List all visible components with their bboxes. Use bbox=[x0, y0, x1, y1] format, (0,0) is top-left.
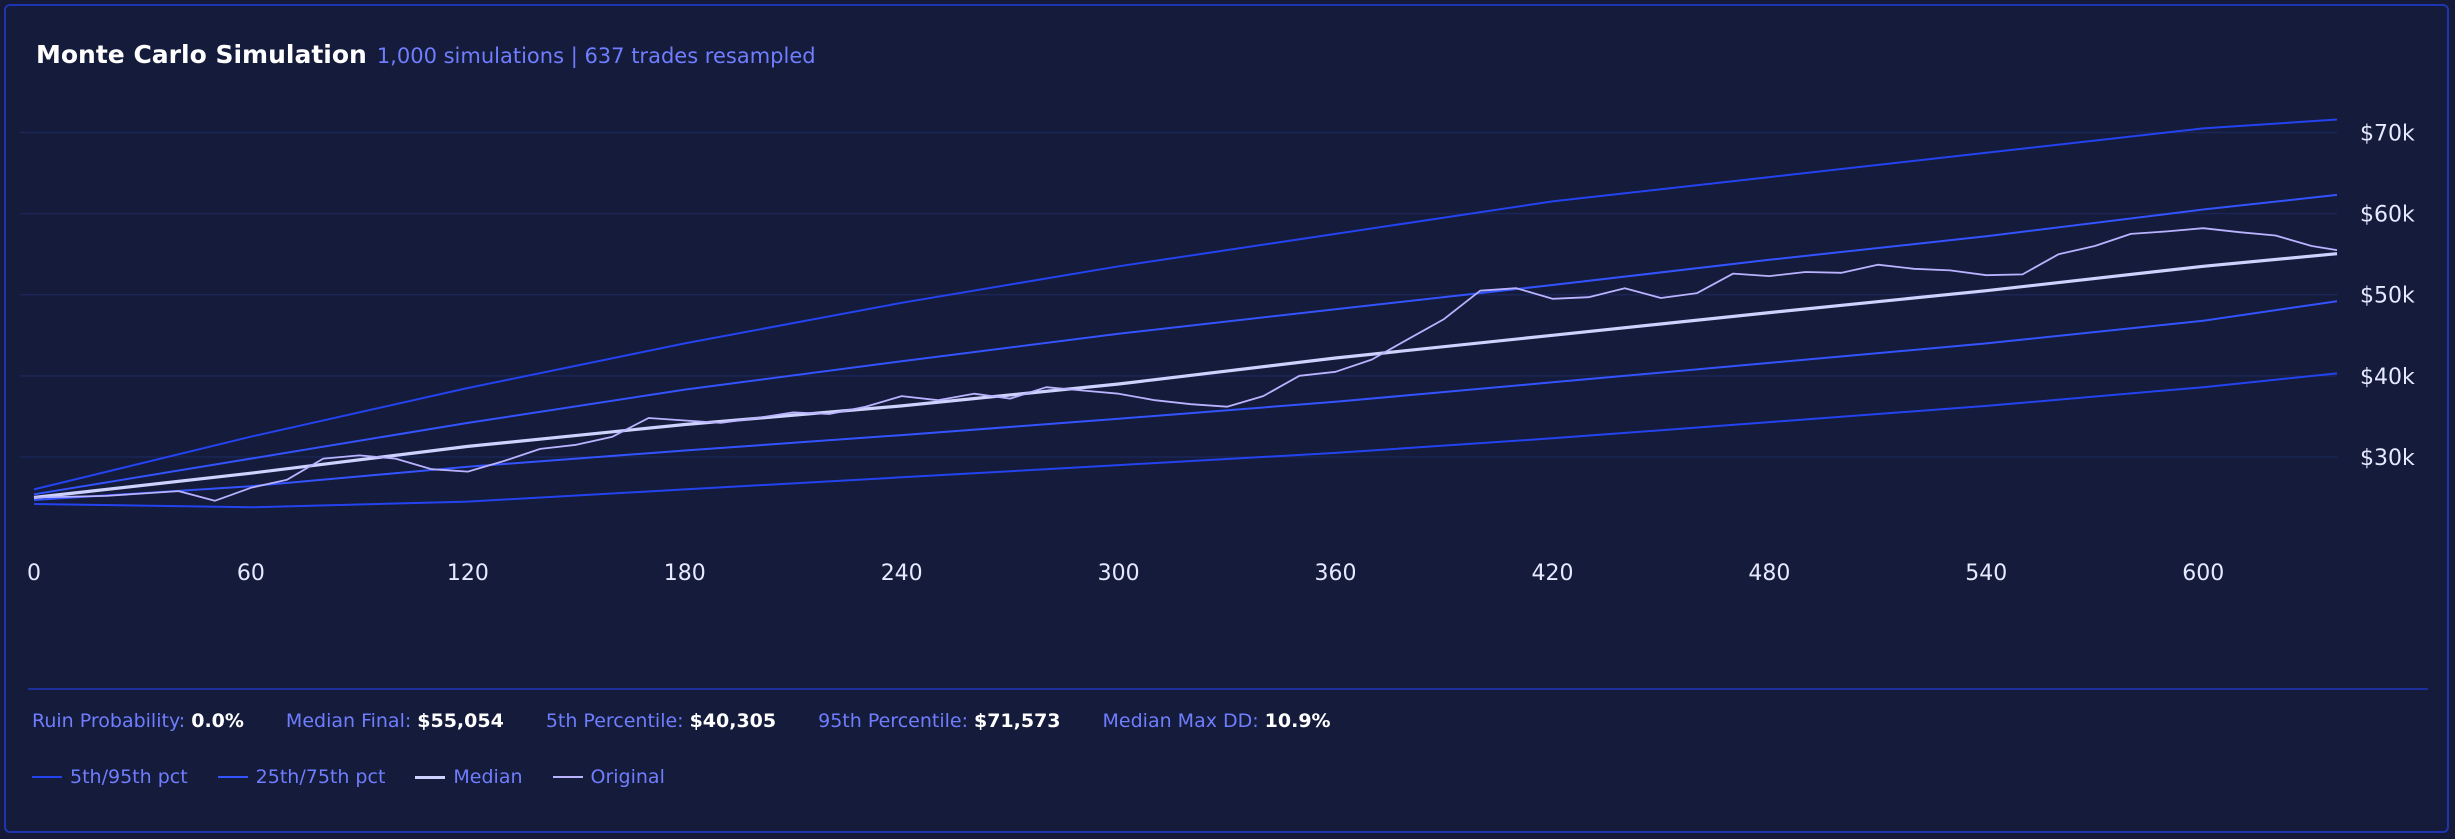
legend-item-original[interactable]: Original bbox=[552, 766, 665, 788]
series-line-75th-pct bbox=[33, 193, 2338, 496]
chart-title: Monte Carlo Simulation bbox=[36, 40, 367, 69]
grid-lines bbox=[20, 131, 2337, 458]
stat-value: 10.9% bbox=[1264, 710, 1331, 732]
stat-95th-percentile: 95th Percentile: $71,573 bbox=[818, 710, 1060, 732]
x-tick-label: 420 bbox=[1531, 561, 1573, 586]
x-axis-ticks: 0 60 120 180 240 300 360 420 480 540 600 bbox=[27, 561, 2224, 586]
legend-swatch bbox=[217, 776, 248, 778]
legend-swatch bbox=[552, 776, 583, 778]
legend-label: 5th/95th pct bbox=[70, 766, 188, 788]
series-line-median bbox=[33, 252, 2338, 500]
y-tick-label: $50k bbox=[2360, 284, 2415, 309]
series-line-original bbox=[33, 227, 2338, 502]
legend-label: Median bbox=[453, 766, 523, 788]
y-tick-label: $30k bbox=[2360, 446, 2415, 471]
stat-label: Median Final: bbox=[285, 710, 412, 732]
x-tick-label: 480 bbox=[1748, 561, 1790, 586]
stat-value: $71,573 bbox=[973, 710, 1061, 732]
stats-row: Ruin Probability: 0.0% Median Final: $55,0… bbox=[32, 710, 1331, 732]
x-tick-label: 360 bbox=[1315, 561, 1357, 586]
legend-swatch bbox=[32, 776, 62, 778]
stat-value: $40,305 bbox=[689, 710, 777, 732]
legend-label: Original bbox=[590, 766, 665, 788]
stat-value: 0.0% bbox=[191, 710, 244, 732]
stat-value: $55,054 bbox=[417, 710, 504, 732]
x-tick-label: 240 bbox=[881, 561, 923, 586]
series-line-5th-pct bbox=[33, 372, 2338, 509]
y-tick-label: $70k bbox=[2360, 121, 2415, 146]
legend-item-25th-75th[interactable]: 25th/75th pct bbox=[217, 766, 386, 788]
series-line-95th-pct bbox=[33, 118, 2338, 491]
monte-carlo-chart: $30k $40k $50k $60k $70k 0 60 120 180 240 300 360 4… bbox=[20, 118, 2415, 586]
stat-median-max-dd: Median Max DD: 10.9% bbox=[1103, 710, 1331, 732]
chart-header: Monte Carlo Simulation 1,000 simulations… bbox=[36, 40, 816, 69]
y-tick-label: $40k bbox=[2360, 365, 2415, 390]
stat-label: Median Max DD: bbox=[1102, 710, 1259, 732]
x-tick-label: 540 bbox=[1965, 561, 2007, 586]
stats-divider bbox=[28, 688, 2428, 690]
legend-swatch bbox=[415, 775, 446, 779]
legend-item-median[interactable]: Median bbox=[415, 766, 523, 788]
legend-item-5th-95th[interactable]: 5th/95th pct bbox=[32, 766, 188, 788]
x-tick-label: 0 bbox=[27, 561, 41, 586]
series-lines bbox=[33, 118, 2338, 509]
stat-ruin-probability: Ruin Probability: 0.0% bbox=[32, 710, 244, 732]
x-tick-label: 120 bbox=[447, 561, 489, 586]
stat-label: Ruin Probability: bbox=[32, 710, 186, 732]
x-tick-label: 600 bbox=[2182, 561, 2224, 586]
x-tick-label: 300 bbox=[1098, 561, 1140, 586]
monte-carlo-panel: Monte Carlo Simulation 1,000 simulations… bbox=[4, 4, 2449, 833]
chart-subtitle: 1,000 simulations | 637 trades resampled bbox=[376, 44, 816, 68]
stat-label: 95th Percentile: bbox=[818, 710, 968, 732]
stat-label: 5th Percentile: bbox=[545, 710, 684, 732]
y-tick-label: $60k bbox=[2360, 203, 2415, 228]
x-tick-label: 180 bbox=[664, 561, 706, 586]
series-line-25th-pct bbox=[33, 300, 2338, 501]
stat-5th-percentile: 5th Percentile: $40,305 bbox=[546, 710, 776, 732]
stat-median-final: Median Final: $55,054 bbox=[286, 710, 504, 732]
y-axis-ticks: $30k $40k $50k $60k $70k bbox=[2360, 121, 2415, 471]
legend-label: 25th/75th pct bbox=[255, 766, 386, 788]
chart-legend: 5th/95th pct 25th/75th pct Median Origin… bbox=[32, 766, 665, 788]
x-tick-label: 60 bbox=[237, 561, 265, 586]
